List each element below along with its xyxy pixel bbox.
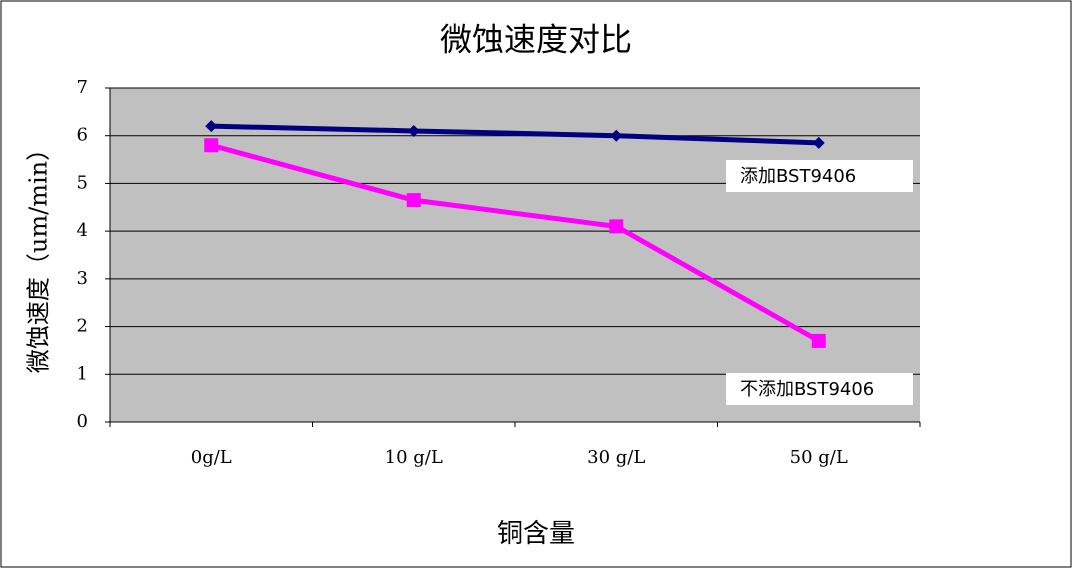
y-tick-label: 6 <box>77 125 88 146</box>
plot-area <box>110 88 920 422</box>
series-line <box>211 123 819 146</box>
x-axis-title: 铜含量 <box>497 519 575 549</box>
y-tick-label: 1 <box>77 363 88 384</box>
point-marker <box>610 129 623 142</box>
point-marker <box>204 138 219 153</box>
point-marker <box>609 219 624 234</box>
series-label-box <box>726 373 913 405</box>
x-tick-label: 50 g/L <box>790 447 848 468</box>
chart-title: 微蚀速度对比 <box>440 21 632 59</box>
point-marker <box>812 136 825 149</box>
series-label-box <box>726 160 913 192</box>
y-tick-label: 4 <box>77 220 88 241</box>
x-tick-label: 10 g/L <box>385 447 443 468</box>
point-marker <box>406 193 421 208</box>
y-tick-label: 3 <box>77 268 88 289</box>
y-tick-label: 0 <box>77 411 88 432</box>
x-tick-label: 30 g/L <box>587 447 645 468</box>
point-marker <box>407 124 420 137</box>
point-marker <box>811 333 826 348</box>
y-tick-label: 5 <box>77 172 88 193</box>
x-tick-label: 0g/L <box>191 447 232 468</box>
series-label: 不添加BST9406 <box>740 379 874 400</box>
series-label: 添加BST9406 <box>740 166 856 187</box>
point-marker <box>205 120 218 133</box>
y-axis-title: 微蚀速度（um/min） <box>25 137 53 373</box>
y-tick-label: 2 <box>77 316 88 337</box>
series-line <box>210 142 820 344</box>
y-tick-label: 7 <box>77 77 88 98</box>
